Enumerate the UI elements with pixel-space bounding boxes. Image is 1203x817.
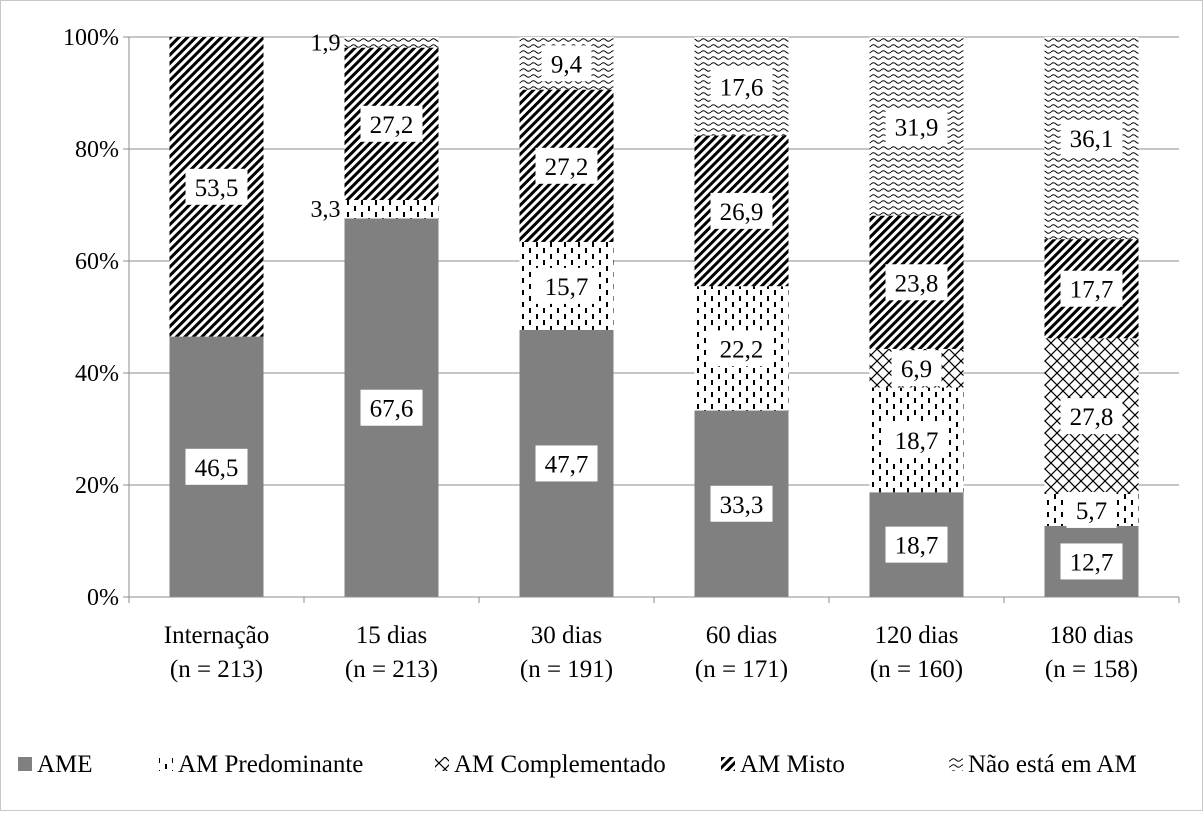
y-tick-label: 60%: [75, 249, 119, 275]
data-label: 9,4: [551, 51, 583, 78]
legend-label: AM Predominante: [178, 751, 363, 778]
legend-swatch: [18, 757, 32, 771]
bars: [169, 37, 1139, 597]
data-label: 1,9: [311, 30, 341, 56]
data-label-box: [710, 68, 773, 105]
data-label-box: [891, 350, 942, 387]
data-label: 3,3: [311, 197, 341, 223]
data-label-box: [885, 526, 948, 563]
bar-segment-am-predominante: [344, 199, 439, 219]
bar-segment-n-o-est-em-am: [344, 37, 439, 48]
data-label: 12,7: [1070, 549, 1114, 576]
y-tick-label: 100%: [63, 25, 119, 51]
legend-label: Não está em AM: [968, 751, 1137, 778]
data-labels: 46,5 53,5 67,6 3,3 27,2 1,9 47,7 15,7 27,2 9,4 33,…: [185, 30, 1123, 580]
data-label: 22,2: [720, 336, 764, 363]
data-label: 15,7: [545, 274, 589, 301]
data-label-box: [1060, 120, 1123, 157]
data-label: 33,3: [720, 492, 764, 519]
legend-label: AM Misto: [740, 751, 845, 778]
x-tick-label-n: (n = 213): [345, 656, 438, 683]
gridlines: [129, 36, 1179, 486]
data-label-box: [1060, 398, 1123, 435]
data-label: 17,6: [720, 74, 764, 101]
y-tick-label: 0%: [87, 585, 119, 611]
data-label-box: [360, 105, 423, 142]
data-label-box: [710, 485, 773, 522]
axes: 0% 20% 40% 60% 80% 100% Internação (n = 213) 15 …: [63, 25, 1180, 683]
data-label-box: [185, 168, 248, 205]
data-label-box: [1060, 543, 1123, 580]
data-label: 5,7: [1076, 498, 1107, 525]
data-label: 18,7: [895, 428, 939, 455]
x-tick-label: 180 dias: [1049, 622, 1133, 649]
data-label: 27,2: [545, 154, 589, 181]
x-tick-label-n: (n = 158): [1045, 656, 1138, 683]
legend-swatch: [949, 757, 963, 771]
x-tick-label-n: (n = 191): [520, 656, 613, 683]
data-label: 47,7: [545, 451, 589, 478]
data-label-box: [535, 445, 598, 482]
x-tick-label: 15 dias: [356, 622, 428, 649]
data-label: 27,8: [1070, 404, 1114, 431]
data-label-box: [541, 45, 592, 82]
data-label-box: [1060, 270, 1123, 307]
legend-swatch: [435, 757, 449, 771]
data-label: 18,7: [895, 533, 939, 560]
data-label-box: [1066, 491, 1117, 528]
y-tick-label: 20%: [75, 473, 119, 499]
y-tick-label: 40%: [75, 361, 119, 387]
data-label: 53,5: [195, 175, 239, 202]
x-tick-label: 60 dias: [706, 622, 778, 649]
data-label-box: [885, 264, 948, 301]
x-tick-label: Internação: [164, 622, 269, 649]
data-label: 27,2: [370, 112, 414, 139]
data-label-box: [710, 192, 773, 229]
data-label: 23,8: [895, 270, 939, 297]
data-label: 26,9: [720, 199, 764, 226]
x-tick-label-n: (n = 213): [170, 656, 263, 683]
legend-swatch: [159, 757, 173, 771]
data-label-box: [185, 448, 248, 485]
data-label: 36,1: [1070, 126, 1114, 153]
legend-swatch: [721, 757, 735, 771]
x-tick-label-n: (n = 171): [695, 656, 788, 683]
data-label: 46,5: [195, 455, 239, 482]
y-tick-label: 80%: [75, 137, 119, 163]
data-label: 17,7: [1070, 277, 1114, 304]
data-label: 67,6: [370, 396, 414, 423]
legend-label: AM Complementado: [454, 751, 666, 778]
legend-label: AME: [37, 751, 93, 778]
data-label-box: [360, 389, 423, 426]
data-label-box: [535, 267, 598, 304]
data-label-box: [535, 147, 598, 184]
data-label-box: [885, 421, 948, 458]
data-label-box: [885, 108, 948, 145]
data-label-box: [710, 330, 773, 367]
legend: AME AM Predominante AM Complementado AM Mis…: [18, 751, 1137, 778]
x-tick-label: 30 dias: [531, 622, 603, 649]
x-tick-label: 120 dias: [874, 622, 958, 649]
data-label: 6,9: [901, 356, 932, 383]
data-label: 31,9: [895, 114, 939, 141]
x-tick-label-n: (n = 160): [870, 656, 963, 683]
